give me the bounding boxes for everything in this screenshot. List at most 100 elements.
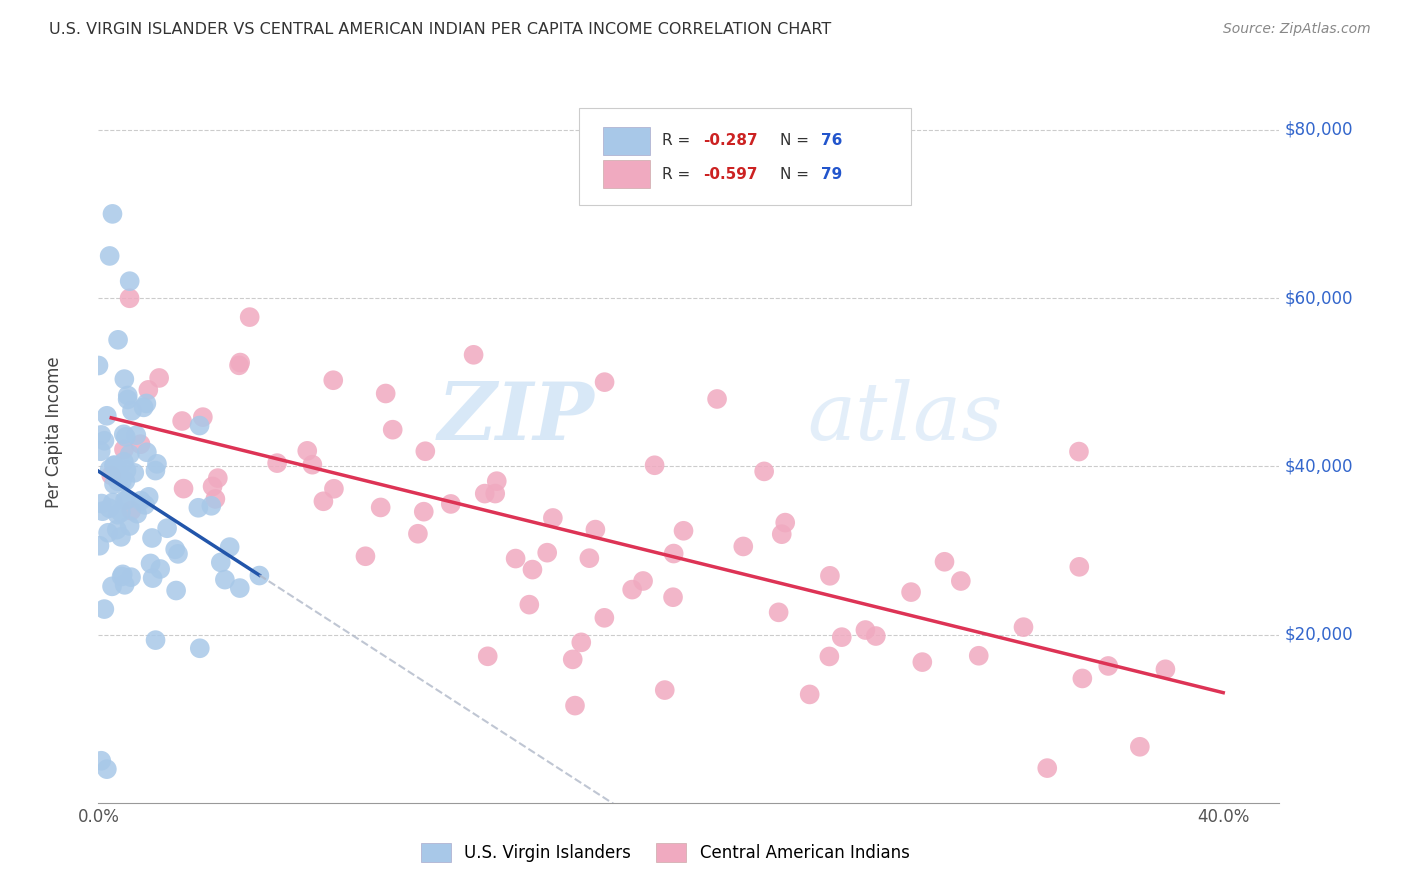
Text: Per Capita Income: Per Capita Income (45, 357, 62, 508)
Point (172, 414, 194, 428)
Point (818, 649, 841, 664)
Point (1071, 672, 1094, 686)
Point (107, 463, 129, 477)
Point (301, 458, 323, 472)
Point (117, 388, 139, 402)
Point (114, 474, 136, 488)
Text: $20,000: $20,000 (1285, 625, 1354, 643)
Point (247, 568, 270, 582)
Point (672, 524, 695, 538)
Point (412, 505, 434, 519)
Point (583, 523, 606, 537)
Point (733, 540, 755, 554)
Point (156, 521, 179, 535)
Point (93, 602, 115, 616)
Point (98, 249, 121, 263)
Text: Source: ZipAtlas.com: Source: ZipAtlas.com (1223, 22, 1371, 37)
Point (96, 762, 118, 776)
Point (522, 563, 544, 577)
Point (517, 598, 540, 612)
Point (101, 495, 124, 509)
Point (118, 519, 141, 533)
Point (297, 443, 319, 458)
Point (706, 392, 728, 406)
Point (115, 492, 138, 507)
Point (114, 578, 136, 592)
Point (1129, 739, 1152, 754)
Point (201, 479, 224, 493)
Point (121, 404, 143, 418)
Point (118, 291, 141, 305)
Point (406, 526, 429, 541)
Point (90, 754, 112, 768)
FancyBboxPatch shape (603, 127, 650, 155)
Point (98, 462, 121, 476)
Point (129, 437, 152, 451)
Text: R =: R = (662, 134, 695, 148)
Point (135, 396, 157, 410)
Point (146, 457, 169, 471)
Point (474, 486, 496, 500)
Point (145, 464, 167, 478)
Point (967, 648, 990, 663)
Point (105, 523, 128, 537)
Point (911, 655, 934, 669)
Point (139, 557, 162, 571)
Point (239, 310, 262, 325)
Point (114, 430, 136, 444)
Point (855, 623, 877, 637)
Point (145, 633, 167, 648)
Text: U.S. VIRGIN ISLANDER VS CENTRAL AMERICAN INDIAN PER CAPITA INCOME CORRELATION CH: U.S. VIRGIN ISLANDER VS CENTRAL AMERICAN… (49, 22, 831, 37)
Point (770, 527, 793, 541)
Point (97, 525, 120, 540)
Text: $40,000: $40,000 (1285, 458, 1354, 475)
Point (374, 386, 396, 401)
Point (818, 569, 841, 583)
Text: atlas: atlas (807, 379, 1002, 457)
Point (120, 570, 142, 584)
Point (1067, 444, 1090, 458)
Point (323, 482, 346, 496)
Point (93, 434, 115, 448)
Point (114, 493, 136, 508)
Point (381, 423, 404, 437)
Point (173, 482, 195, 496)
Point (578, 551, 600, 566)
Point (662, 547, 685, 561)
Point (229, 355, 252, 369)
Point (107, 333, 129, 347)
Point (165, 542, 187, 557)
FancyBboxPatch shape (579, 108, 911, 205)
Point (167, 547, 190, 561)
Point (541, 511, 564, 525)
Text: N =: N = (780, 167, 814, 182)
Point (103, 477, 125, 491)
Point (229, 581, 252, 595)
Point (593, 375, 616, 389)
Point (662, 591, 685, 605)
Point (124, 466, 146, 480)
Point (142, 571, 165, 585)
Point (799, 687, 821, 701)
Point (120, 503, 142, 517)
Text: N =: N = (780, 134, 814, 148)
Point (773, 516, 796, 530)
Point (135, 445, 157, 459)
Point (90, 444, 112, 458)
Point (631, 574, 654, 588)
Point (87, 359, 110, 373)
Point (141, 531, 163, 545)
Point (484, 486, 506, 500)
Point (191, 410, 214, 425)
Point (100, 468, 122, 483)
Point (115, 464, 138, 478)
Point (949, 574, 972, 588)
Point (900, 585, 922, 599)
Point (569, 635, 592, 649)
Point (654, 683, 676, 698)
Point (110, 530, 132, 544)
Point (752, 464, 775, 478)
Point (134, 498, 156, 512)
Point (322, 373, 344, 387)
Point (561, 652, 583, 666)
